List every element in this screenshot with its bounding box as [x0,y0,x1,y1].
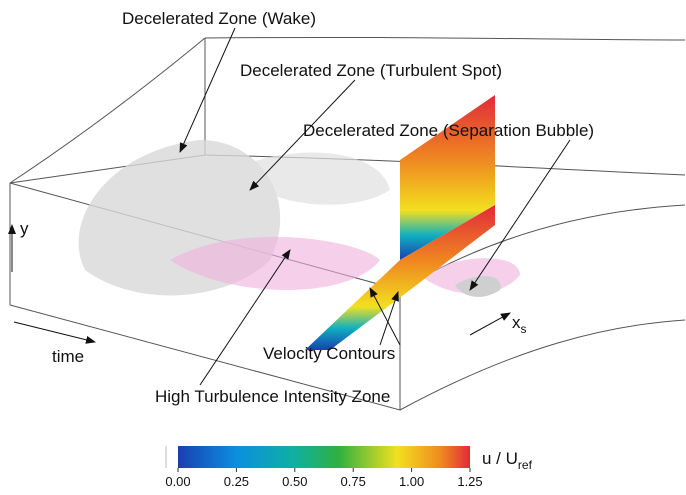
annotation: Decelerated Zone (Wake) [122,9,316,28]
colorbar-tick-label: 0.00 [165,474,190,489]
axis-label: time [52,347,84,366]
colorbar-tick-label: 0.75 [341,474,366,489]
colorbar-tick-label: 1.25 [457,474,482,489]
colorbar-label: u / Uref [482,449,533,472]
colorbar-tick-label: 1.00 [399,474,424,489]
colorbar-tick-label: 0.25 [224,474,249,489]
annotation: High Turbulence Intensity Zone [155,387,390,406]
annotation: Decelerated Zone (Separation Bubble) [303,121,594,140]
colorbar-gradient [178,446,470,468]
colorbar: u / Uref 0.00 0.25 0.50 0.75 1.00 1.25 [165,446,532,489]
colorbar-label-main: u / U [482,449,518,468]
axis-label: xs [512,313,527,336]
colorbar-tick-label: 0.50 [282,474,307,489]
axis-label: y [20,219,29,238]
annotation: Velocity Contours [263,344,395,363]
axis-label-sub: s [521,322,527,336]
annotation: Decelerated Zone (Turbulent Spot) [240,61,502,80]
colorbar-label-sub: ref [518,458,533,472]
figure: Decelerated Zone (Wake) Decelerated Zone… [0,0,686,495]
